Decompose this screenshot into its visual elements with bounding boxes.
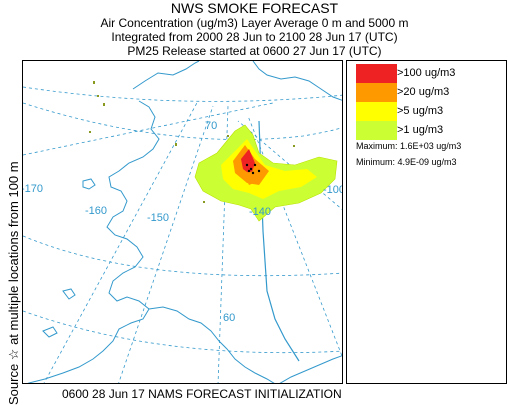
source-markers [245,163,261,175]
legend-swatch-green [356,121,397,140]
forecast-initialization: 0600 28 Jun 17 NAMS FORECAST INITIALIZAT… [62,387,342,401]
longitude-label-100: -100 [323,184,343,196]
map-panel: -170 -160 -150 -140 -100 70 60 [22,60,343,384]
legend-swatch-red [356,64,397,83]
integration-period: Integrated from 2000 28 Jun to 2100 28 J… [111,30,398,44]
legend-label-5: >5 ug/m3 [397,105,444,117]
maximum-value: Maximum: 1.6E+03 ug/m3 [356,141,462,151]
legend-swatch-yellow [356,102,397,121]
legend-swatch-orange [356,83,397,102]
longitude-label-160: -160 [85,205,107,217]
source-location-label: Source ☆ at multiple locations from 100 … [6,161,21,405]
legend-item-1: >1 ug/m3 [356,121,498,140]
legend-label-100: >100 ug/m3 [397,67,456,79]
legend-item-5: >5 ug/m3 [356,102,498,121]
legend-label-20: >20 ug/m3 [397,86,450,98]
longitude-label-170: -170 [23,183,43,195]
legend-item-100: >100 ug/m3 [356,64,498,83]
legend-label-1: >1 ug/m3 [397,124,444,136]
longitude-label-150: -150 [147,212,169,224]
minimum-value: Minimum: 4.9E-09 ug/m3 [356,157,457,167]
release-start: PM25 Release started at 0600 27 Jun 17 (… [127,44,382,58]
graticule [23,86,342,383]
longitude-label-140: -140 [249,206,271,218]
coastline [27,61,342,383]
smoke-plume [89,81,338,222]
legend-item-20: >20 ug/m3 [356,83,498,102]
smoke-map: -170 -160 -150 -140 -100 70 60 [23,61,343,383]
latitude-label-60: 60 [223,312,235,324]
scattered-hotspots [89,81,295,203]
concentration-subtitle: Air Concentration (ug/m3) Layer Average … [100,16,409,30]
latitude-label-70: 70 [205,120,217,132]
legend-panel: >100 ug/m3 >20 ug/m3 >5 ug/m3 >1 ug/m3 M… [346,60,507,384]
forecast-title: NWS SMOKE FORECAST [170,0,339,16]
